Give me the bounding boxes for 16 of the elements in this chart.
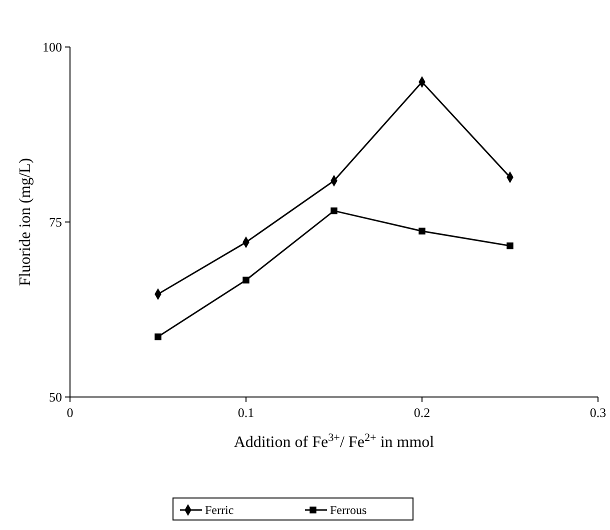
point	[154, 333, 162, 340]
y-tick-label: 100	[42, 40, 62, 55]
point	[506, 242, 514, 250]
point	[242, 276, 250, 284]
y-tick-label: 75	[49, 214, 62, 230]
x-tick-label: 0	[66, 405, 74, 420]
legend-label: Ferrous	[330, 503, 367, 518]
y-axis-title: Fluoride ion (mg/L)	[17, 158, 34, 286]
x-tick-label: 0.1	[238, 405, 254, 420]
point	[418, 228, 426, 234]
x-axis-title: Addition of Fe$^{3+}$/ Fe$^{2+}$ in mmol	[234, 432, 435, 451]
x-tick-label: 0.2	[414, 405, 430, 420]
legend-label: Ferric	[205, 503, 234, 518]
point	[330, 207, 338, 214]
x-tick-label: 0.3	[590, 405, 606, 420]
y-tick-label: 50	[49, 390, 62, 405]
